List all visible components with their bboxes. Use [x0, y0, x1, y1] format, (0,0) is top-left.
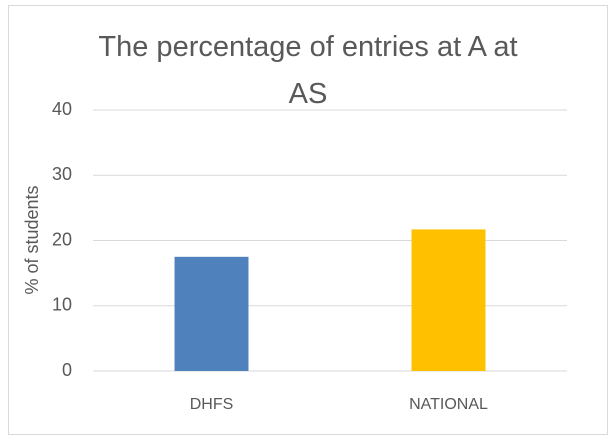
chart-title: The percentage of entries at A at AS [98, 31, 518, 110]
y-tick-label: 20 [52, 229, 72, 249]
y-tick-label: 40 [52, 99, 72, 119]
x-tick-label: NATIONAL [409, 396, 488, 413]
bar [174, 256, 249, 371]
chart-border [8, 5, 608, 435]
y-tick-label: 10 [52, 295, 72, 315]
y-tick-label: 30 [52, 164, 72, 184]
y-tick-label: 0 [62, 360, 72, 380]
y-axis-label: % of students [22, 185, 42, 294]
x-tick-label: DHFS [190, 396, 234, 413]
bar [411, 229, 486, 371]
